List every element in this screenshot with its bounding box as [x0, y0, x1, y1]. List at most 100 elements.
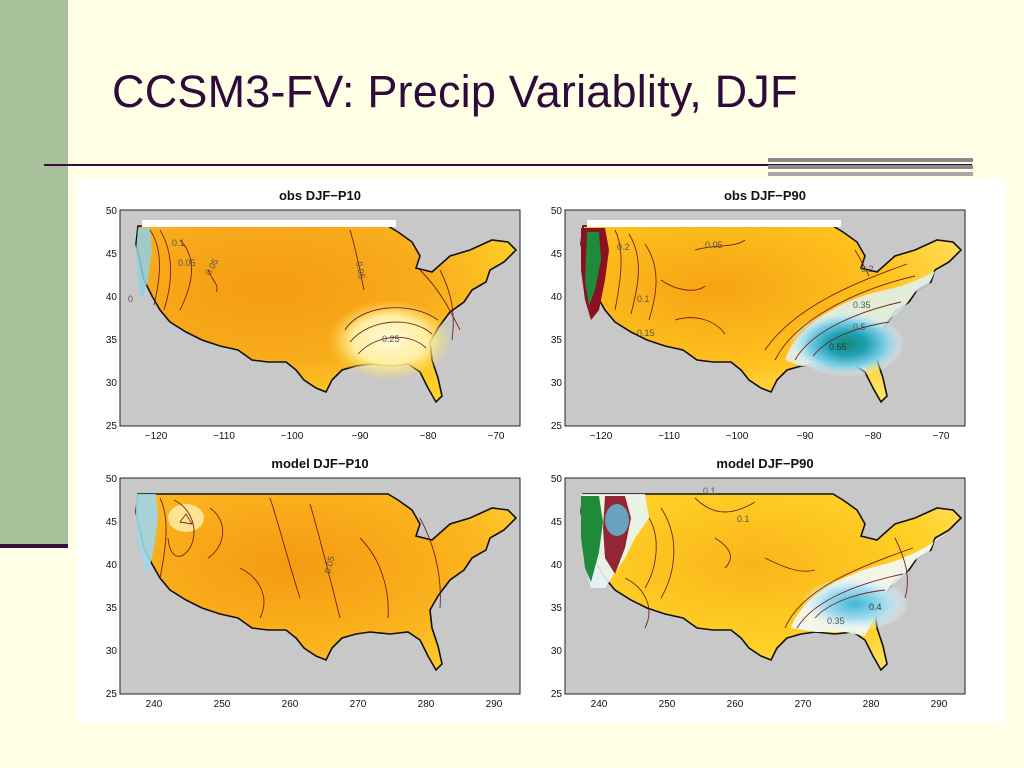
- contour-label: 0.35: [853, 300, 871, 310]
- contour-label: 0: [128, 294, 133, 304]
- panel-model-p90: model DJF−P90 0.1 0.1: [551, 456, 966, 710]
- pacific-wet-strip: [136, 228, 152, 300]
- lon-tick-label: −100: [726, 431, 749, 442]
- lon-tick-label: −120: [145, 431, 168, 442]
- lat-tick-label: 50: [106, 206, 118, 217]
- contour-label: 0.15: [637, 328, 655, 338]
- lon-tick-label: −100: [281, 431, 304, 442]
- pacific-wet-strip: [136, 494, 158, 574]
- lon-tick-label: −80: [420, 431, 437, 442]
- lat-tick-label: 50: [551, 474, 563, 485]
- lon-tick-label: 260: [282, 699, 299, 710]
- lat-tick-label: 30: [106, 646, 118, 657]
- lat-tick-label: 25: [551, 689, 563, 700]
- lat-tick-label: 35: [106, 603, 118, 614]
- lon-ticks: −120 −110 −100 −90 −80 −70: [145, 431, 505, 442]
- lon-tick-label: 280: [863, 699, 880, 710]
- lon-tick-label: −70: [488, 431, 505, 442]
- contour-label: 0.05: [322, 555, 336, 575]
- lon-tick-label: 250: [214, 699, 231, 710]
- lat-tick-label: 35: [106, 335, 118, 346]
- lon-ticks: −120 −110 −100 −90 −80 −70: [590, 431, 950, 442]
- lat-tick-label: 30: [551, 646, 563, 657]
- southeast-wet-region: [803, 578, 907, 630]
- contours: [149, 229, 461, 355]
- contour-label: 0.25: [382, 334, 400, 344]
- contour-label: 0.05: [705, 240, 723, 250]
- contour-label: 0.35: [827, 616, 845, 626]
- lon-tick-label: 240: [591, 699, 608, 710]
- lat-ticks: 50 45 40 35 30 25: [106, 474, 118, 700]
- lat-tick-label: 45: [106, 249, 118, 260]
- lon-tick-label: −70: [933, 431, 950, 442]
- title-rule: [44, 164, 972, 166]
- lat-tick-label: 25: [106, 421, 118, 432]
- side-accent-bar: [0, 0, 68, 545]
- title-rule-accent: [768, 158, 973, 176]
- lat-tick-label: 45: [106, 517, 118, 528]
- lat-tick-label: 45: [551, 249, 563, 260]
- slide-title: CCSM3-FV: Precip Variablity, DJF: [112, 66, 798, 117]
- lon-tick-label: −110: [658, 431, 680, 442]
- lat-ticks: 50 45 40 35 30 25: [106, 206, 118, 432]
- contour-label: 0.1: [737, 514, 750, 524]
- contour-label: 0.2: [617, 242, 630, 252]
- low-variability-region: [328, 300, 452, 380]
- contour-label: 0.4: [869, 602, 882, 612]
- mountain-high-variability: [168, 504, 204, 532]
- lat-tick-label: 25: [551, 421, 563, 432]
- contour-label: 0.5: [853, 322, 866, 332]
- lon-ticks: 240 250 260 270 280 290: [146, 699, 503, 710]
- lat-tick-label: 40: [551, 292, 563, 303]
- lon-tick-label: 290: [931, 699, 948, 710]
- contour-label: 0.55: [829, 342, 847, 352]
- panel-title-model-p90: model DJF−P90: [716, 456, 813, 471]
- contours: [624, 497, 914, 629]
- contour-label: 0.2: [861, 264, 874, 274]
- lat-tick-label: 40: [106, 560, 118, 571]
- lat-ticks: 50 45 40 35 30 25: [551, 206, 563, 432]
- pacific-wet-strip: [581, 496, 603, 582]
- panel-obs-p10: obs DJF−P10 0.1 0.05 0.05 0.05: [106, 188, 521, 442]
- map-figure: obs DJF−P10 0.1 0.05 0.05 0.05: [77, 178, 1006, 722]
- panel-model-p10: model DJF−P10 0.05 50 45 40 35: [106, 456, 521, 710]
- lat-tick-label: 50: [551, 206, 563, 217]
- lon-ticks: 240 250 260 270 280 290: [591, 699, 948, 710]
- contour-label: 0.1: [637, 294, 650, 304]
- lat-tick-label: 40: [106, 292, 118, 303]
- contour-label: 0.1: [703, 486, 716, 496]
- lat-ticks: 50 45 40 35 30 25: [551, 474, 563, 700]
- lon-tick-label: 270: [795, 699, 812, 710]
- lat-tick-label: 35: [551, 335, 563, 346]
- contour-label: 0.05: [354, 261, 367, 280]
- mountain-wet-blue: [605, 504, 629, 536]
- panel-title-obs-p90: obs DJF−P90: [724, 188, 806, 203]
- contour-label: 0.05: [178, 258, 196, 268]
- panel-obs-p90: obs DJF−P90 0.2 0.05: [551, 188, 966, 442]
- lon-tick-label: 280: [418, 699, 435, 710]
- lat-tick-label: 50: [106, 474, 118, 485]
- lon-tick-label: −80: [865, 431, 882, 442]
- lat-tick-label: 25: [106, 689, 118, 700]
- lat-tick-label: 35: [551, 603, 563, 614]
- missing-data-band: [587, 220, 841, 227]
- contours: [614, 229, 916, 361]
- lon-tick-label: 240: [146, 699, 163, 710]
- lon-tick-label: −120: [590, 431, 613, 442]
- pacific-wet-strip-inner: [585, 232, 601, 306]
- lon-tick-label: −90: [797, 431, 814, 442]
- lat-tick-label: 40: [551, 560, 563, 571]
- map-panels-svg: obs DJF−P10 0.1 0.05 0.05 0.05: [106, 188, 966, 710]
- lat-tick-label: 30: [106, 378, 118, 389]
- lon-tick-label: 270: [350, 699, 367, 710]
- lon-tick-label: 290: [486, 699, 503, 710]
- lon-tick-label: 250: [659, 699, 676, 710]
- southeast-wet-region: [791, 312, 903, 376]
- side-accent-underline: [0, 544, 68, 548]
- contour-label: 0.1: [172, 238, 185, 248]
- panel-title-model-p10: model DJF−P10: [271, 456, 368, 471]
- lon-tick-label: 260: [727, 699, 744, 710]
- panel-title-obs-p10: obs DJF−P10: [279, 188, 361, 203]
- missing-data-band: [142, 220, 396, 227]
- lon-tick-label: −110: [213, 431, 235, 442]
